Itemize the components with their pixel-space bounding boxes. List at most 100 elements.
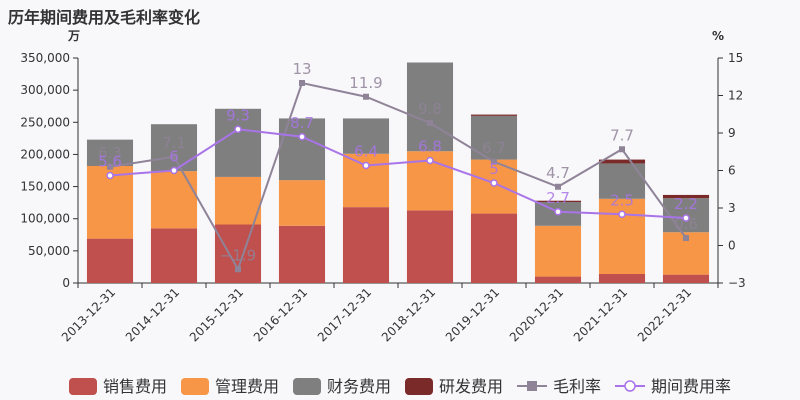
- data-label: 6: [169, 148, 179, 166]
- x-axis-tick-label: 2022-12-31: [635, 285, 694, 344]
- series-point: [555, 183, 561, 190]
- x-axis-tick-label: 2020-12-31: [507, 285, 566, 344]
- bar-segment: [534, 225, 582, 277]
- bar-segment: [406, 62, 454, 152]
- bar-segment: [150, 228, 198, 283]
- x-axis-tick-label: 2013-12-31: [59, 285, 118, 344]
- right-axis-tick-label: 0: [728, 239, 736, 253]
- bar-segment: [662, 194, 710, 199]
- legend-swatch: [181, 378, 209, 395]
- right-axis-tick-label: −3: [728, 276, 746, 290]
- series-point: [491, 158, 497, 165]
- series-point: [490, 179, 498, 187]
- right-axis-tick-label: 6: [728, 164, 736, 178]
- series-point: [106, 171, 114, 180]
- series-line: [109, 128, 687, 219]
- bar-segment: [534, 276, 582, 283]
- bar-segment: [598, 159, 646, 164]
- bar-segment: [534, 200, 582, 202]
- bar-segment: [150, 171, 198, 229]
- bar-segment: [278, 225, 326, 283]
- bar-segment: [214, 176, 262, 225]
- right-axis-tick-label: 12: [728, 89, 743, 103]
- series-point: [235, 266, 241, 273]
- series-point: [299, 80, 305, 86]
- data-label: 9.8: [418, 100, 442, 118]
- x-axis-tick-label: 2014-12-31: [123, 285, 182, 344]
- left-axis-tick-label: 100,000: [20, 212, 70, 226]
- legend-marker: [527, 381, 537, 391]
- x-axis-tick-label: 2017-12-31: [315, 285, 374, 344]
- legend-swatch: [69, 378, 97, 395]
- right-axis-tick-label: 9: [728, 126, 736, 140]
- series-point: [554, 208, 562, 216]
- legend-label: 财务费用: [327, 377, 391, 396]
- bar-segment: [342, 207, 390, 283]
- series-point: [107, 163, 113, 170]
- data-label: 2.7: [546, 189, 570, 207]
- legend-label: 期间费用率: [651, 377, 731, 396]
- bar-segment: [86, 139, 134, 166]
- legend-label: 研发费用: [439, 377, 503, 396]
- right-axis-unit: %: [712, 29, 724, 43]
- chart-title: 历年期间费用及毛利率变化: [8, 8, 201, 27]
- series-point: [619, 146, 625, 153]
- data-label: −1.9: [220, 246, 256, 264]
- bar-segment: [406, 210, 454, 283]
- legend-swatch: [405, 378, 433, 395]
- series-point: [426, 156, 434, 165]
- bar-segment: [214, 224, 262, 283]
- bar-segment: [342, 118, 390, 154]
- data-label: 6.7: [482, 139, 506, 157]
- series-point: [171, 153, 177, 160]
- series-line: [109, 81, 687, 272]
- data-label: 6.3: [98, 144, 122, 162]
- left-axis-tick-label: 200,000: [20, 147, 70, 161]
- data-label: 8.7: [290, 114, 314, 132]
- bar-segment: [662, 274, 710, 283]
- data-label: 4.7: [546, 164, 570, 182]
- series-point: [683, 235, 689, 241]
- bar-segment: [598, 198, 646, 274]
- bar-segment: [150, 124, 198, 172]
- x-axis-tick-label: 2019-12-31: [443, 285, 502, 344]
- bar-segment: [470, 213, 518, 283]
- left-axis-unit: 万: [67, 29, 80, 43]
- left-axis-tick-label: 300,000: [20, 83, 70, 97]
- legend-label: 毛利率: [553, 377, 601, 396]
- bar-segment: [86, 238, 134, 283]
- legend-label: 销售费用: [103, 377, 167, 396]
- left-axis-tick-label: 350,000: [20, 51, 70, 65]
- bar-segment: [598, 274, 646, 283]
- series-point: [298, 133, 306, 141]
- bar-segment: [278, 180, 326, 226]
- legend-label: 管理费用: [215, 377, 279, 396]
- x-axis-tick-label: 2021-12-31: [571, 285, 630, 344]
- series-point: [618, 210, 626, 218]
- data-label: 5.6: [98, 153, 122, 171]
- series-point: [362, 161, 370, 170]
- data-label: 7.7: [610, 126, 634, 144]
- bar-segment: [470, 114, 518, 116]
- right-axis-tick-label: 3: [728, 201, 736, 215]
- series-point: [234, 125, 242, 133]
- series-point: [170, 166, 178, 175]
- data-label: 2.2: [674, 195, 698, 213]
- series-point: [682, 214, 690, 222]
- x-axis-tick-label: 2018-12-31: [379, 285, 438, 344]
- x-axis-tick-label: 2016-12-31: [251, 285, 310, 344]
- left-axis-tick-label: 0: [62, 276, 70, 290]
- left-axis-tick-label: 150,000: [20, 180, 70, 194]
- legend-swatch: [293, 378, 321, 395]
- data-label: 7.1: [162, 134, 186, 152]
- bar-segment: [214, 108, 262, 177]
- data-label: 6.4: [354, 143, 378, 161]
- data-label: 2.5: [610, 191, 634, 209]
- data-label: 9.3: [226, 106, 250, 124]
- legend-marker: [624, 380, 636, 392]
- left-axis-tick-label: 50,000: [28, 244, 70, 258]
- data-label: 0.6: [674, 215, 698, 233]
- right-axis-tick-label: 15: [728, 51, 743, 65]
